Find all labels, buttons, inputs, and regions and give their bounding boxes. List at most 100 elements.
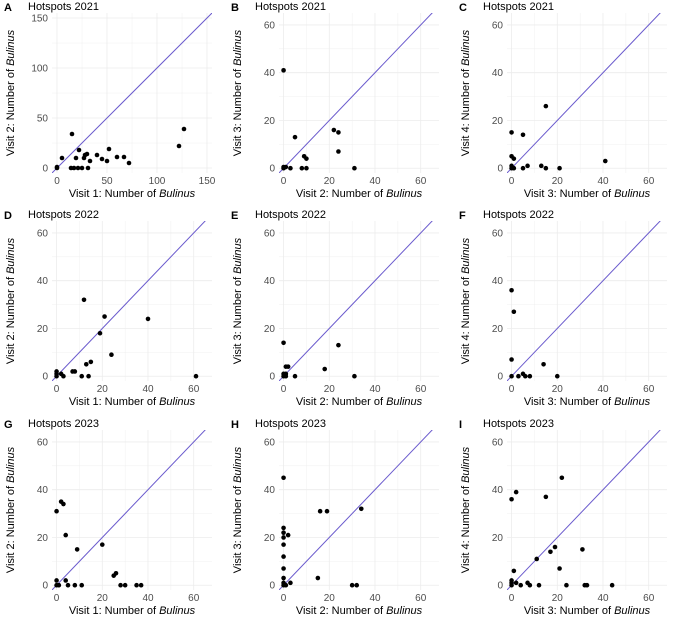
data-point — [102, 314, 107, 319]
y-axis-title: Visit 2: Number of Bulinus — [5, 446, 17, 573]
data-point — [79, 165, 85, 171]
x-axis-title: Visit 1: Number of Bulinus — [69, 188, 196, 200]
data-point — [281, 575, 286, 581]
y-axis-title: Visit 2: Number of Bulinus — [5, 237, 17, 364]
data-point — [543, 494, 549, 500]
data-point — [281, 68, 286, 73]
data-point — [113, 570, 119, 576]
data-point — [557, 165, 562, 171]
data-point — [281, 530, 286, 535]
x-tick-label: 60 — [643, 176, 655, 187]
panel-title: Hotspots 2022 — [255, 209, 326, 221]
panel-d: 0 20 40 60 0 20 40 60 D Hotspots 2022 Visit 1: Num… — [4, 209, 212, 408]
y-tick-label: 50 — [37, 114, 49, 125]
y-tick-label: 20 — [37, 324, 49, 335]
data-point — [61, 373, 66, 379]
x-tick-label: 0 — [54, 384, 60, 395]
data-point — [509, 496, 514, 502]
data-point — [559, 475, 565, 481]
data-point — [516, 373, 521, 379]
identity-line — [279, 430, 433, 590]
data-point — [88, 359, 94, 365]
x-tick-label: 0 — [509, 593, 515, 604]
panel-label: E — [231, 210, 238, 222]
x-tick-label: 20 — [97, 384, 109, 395]
data-point — [54, 508, 59, 514]
data-point — [354, 582, 360, 588]
data-point — [76, 147, 82, 153]
data-point — [518, 582, 524, 588]
data-point — [509, 130, 514, 135]
y-axis-title: Visit 3: Number of Bulinus — [232, 446, 244, 573]
data-point — [317, 508, 323, 514]
x-tick-label: 60 — [643, 593, 655, 604]
data-point — [509, 373, 514, 379]
data-point — [283, 582, 289, 588]
x-tick-label: 60 — [643, 384, 655, 395]
x-tick-label: 0 — [54, 593, 60, 604]
data-point — [118, 582, 123, 588]
data-point — [527, 582, 533, 588]
data-point — [285, 364, 291, 369]
data-point — [292, 373, 298, 379]
x-tick-label: 40 — [597, 176, 609, 187]
data-point — [283, 371, 289, 377]
data-point — [61, 501, 66, 507]
x-tick-label: 150 — [199, 176, 216, 187]
data-point — [145, 316, 151, 322]
data-point — [288, 580, 293, 586]
y-tick-label: 0 — [497, 372, 503, 383]
identity-line — [52, 221, 206, 381]
data-point — [63, 532, 69, 538]
data-point — [525, 163, 530, 169]
data-point — [520, 165, 526, 171]
data-point — [541, 361, 546, 367]
panel-e: 0 20 40 60 0 20 40 60 E Hotspots 2022 Visit 2: Num… — [231, 209, 439, 408]
y-tick-label: 20 — [492, 324, 504, 335]
data-point — [281, 566, 286, 571]
identity-line — [52, 430, 206, 590]
data-point — [281, 525, 286, 531]
panel-title: Hotspots 2023 — [483, 418, 554, 430]
y-tick-label: 0 — [269, 372, 275, 383]
data-point — [193, 373, 199, 379]
y-tick-label: 40 — [264, 68, 276, 79]
panel-b: 0 20 40 60 0 20 40 60 B Hotspots 2021 Visit 2: Num… — [231, 1, 439, 200]
data-point — [527, 373, 533, 379]
panel-title: Hotspots 2022 — [28, 209, 99, 221]
data-point — [65, 582, 71, 588]
data-point — [99, 156, 105, 162]
y-tick-label: 40 — [264, 276, 276, 287]
y-axis-title: Visit 2: Number of Bulinus — [5, 29, 17, 156]
data-point — [520, 132, 526, 138]
data-point — [336, 130, 341, 135]
x-axis-title: Visit 3: Number of Bulinus — [524, 605, 651, 617]
data-point — [511, 165, 517, 171]
data-point — [534, 556, 540, 562]
panel-title: Hotspots 2023 — [255, 418, 326, 430]
data-point — [85, 165, 91, 171]
x-tick-label: 20 — [324, 593, 336, 604]
panel-label: A — [4, 2, 12, 14]
x-tick-label: 20 — [552, 176, 564, 187]
panel-title: Hotspots 2023 — [28, 418, 99, 430]
y-tick-label: 100 — [31, 64, 48, 75]
data-point — [74, 547, 80, 552]
x-tick-label: 0 — [281, 593, 287, 604]
data-point — [54, 578, 59, 583]
data-point — [99, 542, 105, 547]
data-point — [75, 165, 81, 171]
data-point — [86, 373, 91, 379]
panel-title: Hotspots 2021 — [483, 1, 554, 13]
y-axis-title: Visit 4: Number of Bulinus — [460, 29, 472, 156]
data-point — [79, 373, 85, 379]
data-point — [114, 154, 120, 160]
data-point — [292, 134, 298, 140]
y-axis-title: Visit 4: Number of Bulinus — [460, 237, 472, 364]
panel-g: 0 20 40 60 0 20 40 60 G Hotspots 2023 Visit 1: Num… — [4, 418, 212, 617]
y-tick-label: 60 — [492, 228, 504, 239]
data-point — [281, 475, 286, 481]
x-tick-label: 40 — [597, 593, 609, 604]
data-point — [322, 366, 328, 372]
